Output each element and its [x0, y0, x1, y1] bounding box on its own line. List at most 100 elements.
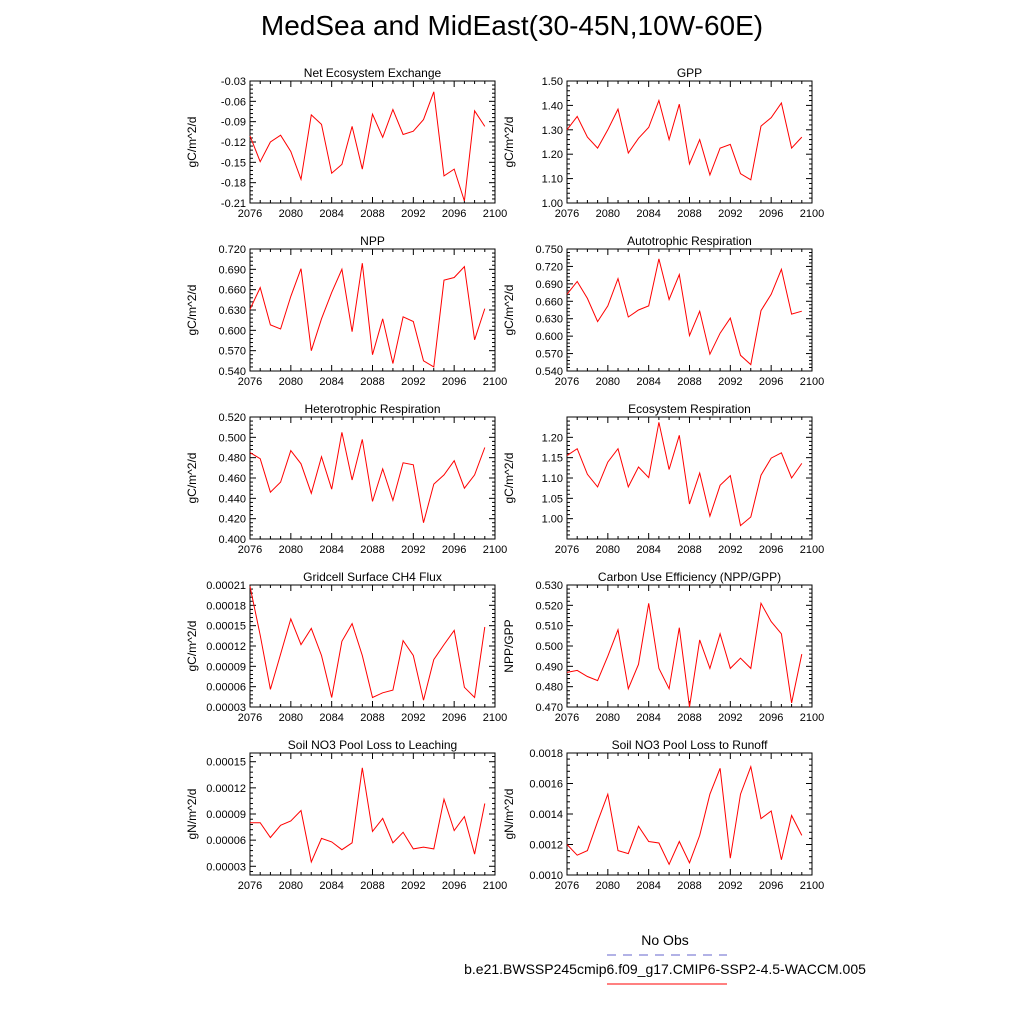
panel-7-ytick-label: 0.00015: [206, 621, 246, 633]
panel-6-ytick-label: 1.15: [542, 453, 563, 465]
panel-8-xtick-label: 2088: [677, 712, 701, 724]
panel-2-series-line: [566, 98, 803, 181]
panel-10-ylabel: gN/m^2/d: [502, 789, 516, 840]
panel-9-ytick-label: 0.00003: [206, 861, 246, 873]
panel-4-xtick-label: 2084: [636, 376, 660, 388]
panel-1-ytick-label: -0.03: [221, 76, 246, 88]
panel-6-title: Ecosystem Respiration: [628, 402, 751, 416]
panel-5-ytick-label: 0.520: [218, 412, 246, 424]
panel-4-ytick-label: 0.600: [535, 331, 563, 343]
panel-8-ytick-label: 0.470: [535, 702, 563, 714]
panel-4-xtick-label: 2100: [800, 376, 824, 388]
panel-4-series-line: [566, 258, 802, 366]
panel-5-xtick-label: 2088: [360, 544, 384, 556]
panel-5-ytick-label: 0.400: [218, 534, 246, 546]
panel-2-frame: [566, 80, 813, 204]
panel-5-xtick-label: 2080: [279, 544, 303, 556]
panel-2-ylabel: gC/m^2/d: [502, 117, 516, 168]
panel-6-ytick-label: 1.05: [542, 493, 563, 505]
panel-7-ytick-label: 0.00006: [206, 682, 246, 694]
panel-5-ytick-label: 0.420: [218, 514, 246, 526]
panel-5-series-line: [249, 432, 486, 523]
panel-2-ytick-label: 1.40: [542, 100, 563, 112]
panel-5-xtick-label: 2096: [442, 544, 466, 556]
panel-8-ytick-label: 0.520: [535, 600, 563, 612]
panel-1-title: Net Ecosystem Exchange: [304, 66, 442, 80]
panel-9-ylabel: gN/m^2/d: [185, 789, 199, 840]
panel-6-xtick-label: 2088: [677, 544, 701, 556]
panel-4-xtick-label: 2076: [555, 376, 579, 388]
panel-3-ytick-label: 0.690: [218, 264, 246, 276]
panel-7-xtick-label: 2084: [319, 712, 343, 724]
panel-7-ytick-label: 0.00003: [206, 702, 246, 714]
panel-7-xtick-label: 2096: [442, 712, 466, 724]
panel-2-xtick-label: 2100: [800, 208, 824, 220]
panel-5-ytick-label: 0.460: [218, 473, 246, 485]
panel-10-frame: [566, 752, 813, 876]
panel-8-xtick-label: 2096: [759, 712, 783, 724]
panel-5-title: Heterotrophic Respiration: [304, 402, 440, 416]
panel-9-xtick-label: 2096: [442, 880, 466, 892]
panel-9-xtick-label: 2100: [483, 880, 507, 892]
panel-7-frame: [249, 584, 496, 708]
panel-10-ytick-label: 0.0010: [529, 870, 563, 882]
panel-3-ytick-label: 0.720: [218, 244, 246, 256]
panel-7-ytick-label: 0.00012: [206, 641, 246, 653]
panel-3-xtick-label: 2096: [442, 376, 466, 388]
panel-6-ytick-label: 1.10: [542, 473, 563, 485]
panel-6-ytick-label: 1.00: [542, 514, 563, 526]
panel-1-ytick-label: -0.06: [221, 96, 246, 108]
panel-9-xtick-label: 2080: [279, 880, 303, 892]
panel-10-xtick-label: 2084: [636, 880, 660, 892]
panel-2-xtick-label: 2084: [636, 208, 660, 220]
panel-4-frame: [566, 248, 813, 372]
panel-3-title: NPP: [360, 234, 385, 248]
panel-8-xtick-label: 2076: [555, 712, 579, 724]
panel-5-xtick-label: 2092: [401, 544, 425, 556]
panel-4-title: Autotrophic Respiration: [627, 234, 752, 248]
panel-6-ytick-label: 1.20: [542, 432, 563, 444]
panel-8-title: Carbon Use Efficiency (NPP/GPP): [598, 570, 781, 584]
panel-2-title: GPP: [677, 66, 702, 80]
panel-4-ylabel: gC/m^2/d: [502, 285, 516, 336]
panel-9-ytick-label: 0.00006: [206, 835, 246, 847]
panel-4-xtick-label: 2088: [677, 376, 701, 388]
panel-7-ytick-label: 0.00009: [206, 661, 246, 673]
panel-7-xtick-label: 2088: [360, 712, 384, 724]
panel-8-xtick-label: 2100: [800, 712, 824, 724]
panel-7-ytick-label: 0.00021: [206, 580, 246, 592]
panel-10-xtick-label: 2088: [677, 880, 701, 892]
panel-4-ytick-label: 0.540: [535, 366, 563, 378]
panel-3-series-line: [249, 263, 486, 368]
panel-1-xtick-label: 2080: [279, 208, 303, 220]
panel-10-xtick-label: 2080: [596, 880, 620, 892]
panel-9-ytick-label: 0.00009: [206, 809, 246, 821]
panel-7-xtick-label: 2076: [238, 712, 262, 724]
panel-4-xtick-label: 2092: [718, 376, 742, 388]
panel-3-xtick-label: 2084: [319, 376, 343, 388]
panel-8-frame: [566, 584, 813, 708]
panel-5-xtick-label: 2084: [319, 544, 343, 556]
panel-9-title: Soil NO3 Pool Loss to Leaching: [288, 738, 457, 752]
page-title: MedSea and MidEast(30-45N,10W-60E): [260, 10, 764, 41]
panel-10-ytick-label: 0.0016: [529, 779, 563, 791]
panel-8-xtick-label: 2084: [636, 712, 660, 724]
panel-2-xtick-label: 2092: [718, 208, 742, 220]
panel-6-xtick-label: 2080: [596, 544, 620, 556]
panel-5-ylabel: gC/m^2/d: [185, 453, 199, 504]
panel-1-ylabel: gC/m^2/d: [185, 117, 199, 168]
panel-4-ytick-label: 0.660: [535, 296, 563, 308]
panel-1-series-line: [249, 91, 486, 202]
panel-7-ylabel: gC/m^2/d: [185, 621, 199, 672]
panel-7-xtick-label: 2092: [401, 712, 425, 724]
panel-7-series-line: [249, 586, 486, 701]
panel-9-xtick-label: 2076: [238, 880, 262, 892]
panel-7-title: Gridcell Surface CH4 Flux: [303, 570, 442, 584]
panel-1-ytick-label: -0.18: [221, 178, 246, 190]
panel-8-series-line: [566, 601, 803, 708]
panel-2-ytick-label: 1.50: [542, 76, 563, 88]
panel-8-xtick-label: 2080: [596, 712, 620, 724]
panel-1-ytick-label: -0.09: [221, 117, 246, 129]
panel-8-xtick-label: 2092: [718, 712, 742, 724]
panel-1-xtick-label: 2088: [360, 208, 384, 220]
